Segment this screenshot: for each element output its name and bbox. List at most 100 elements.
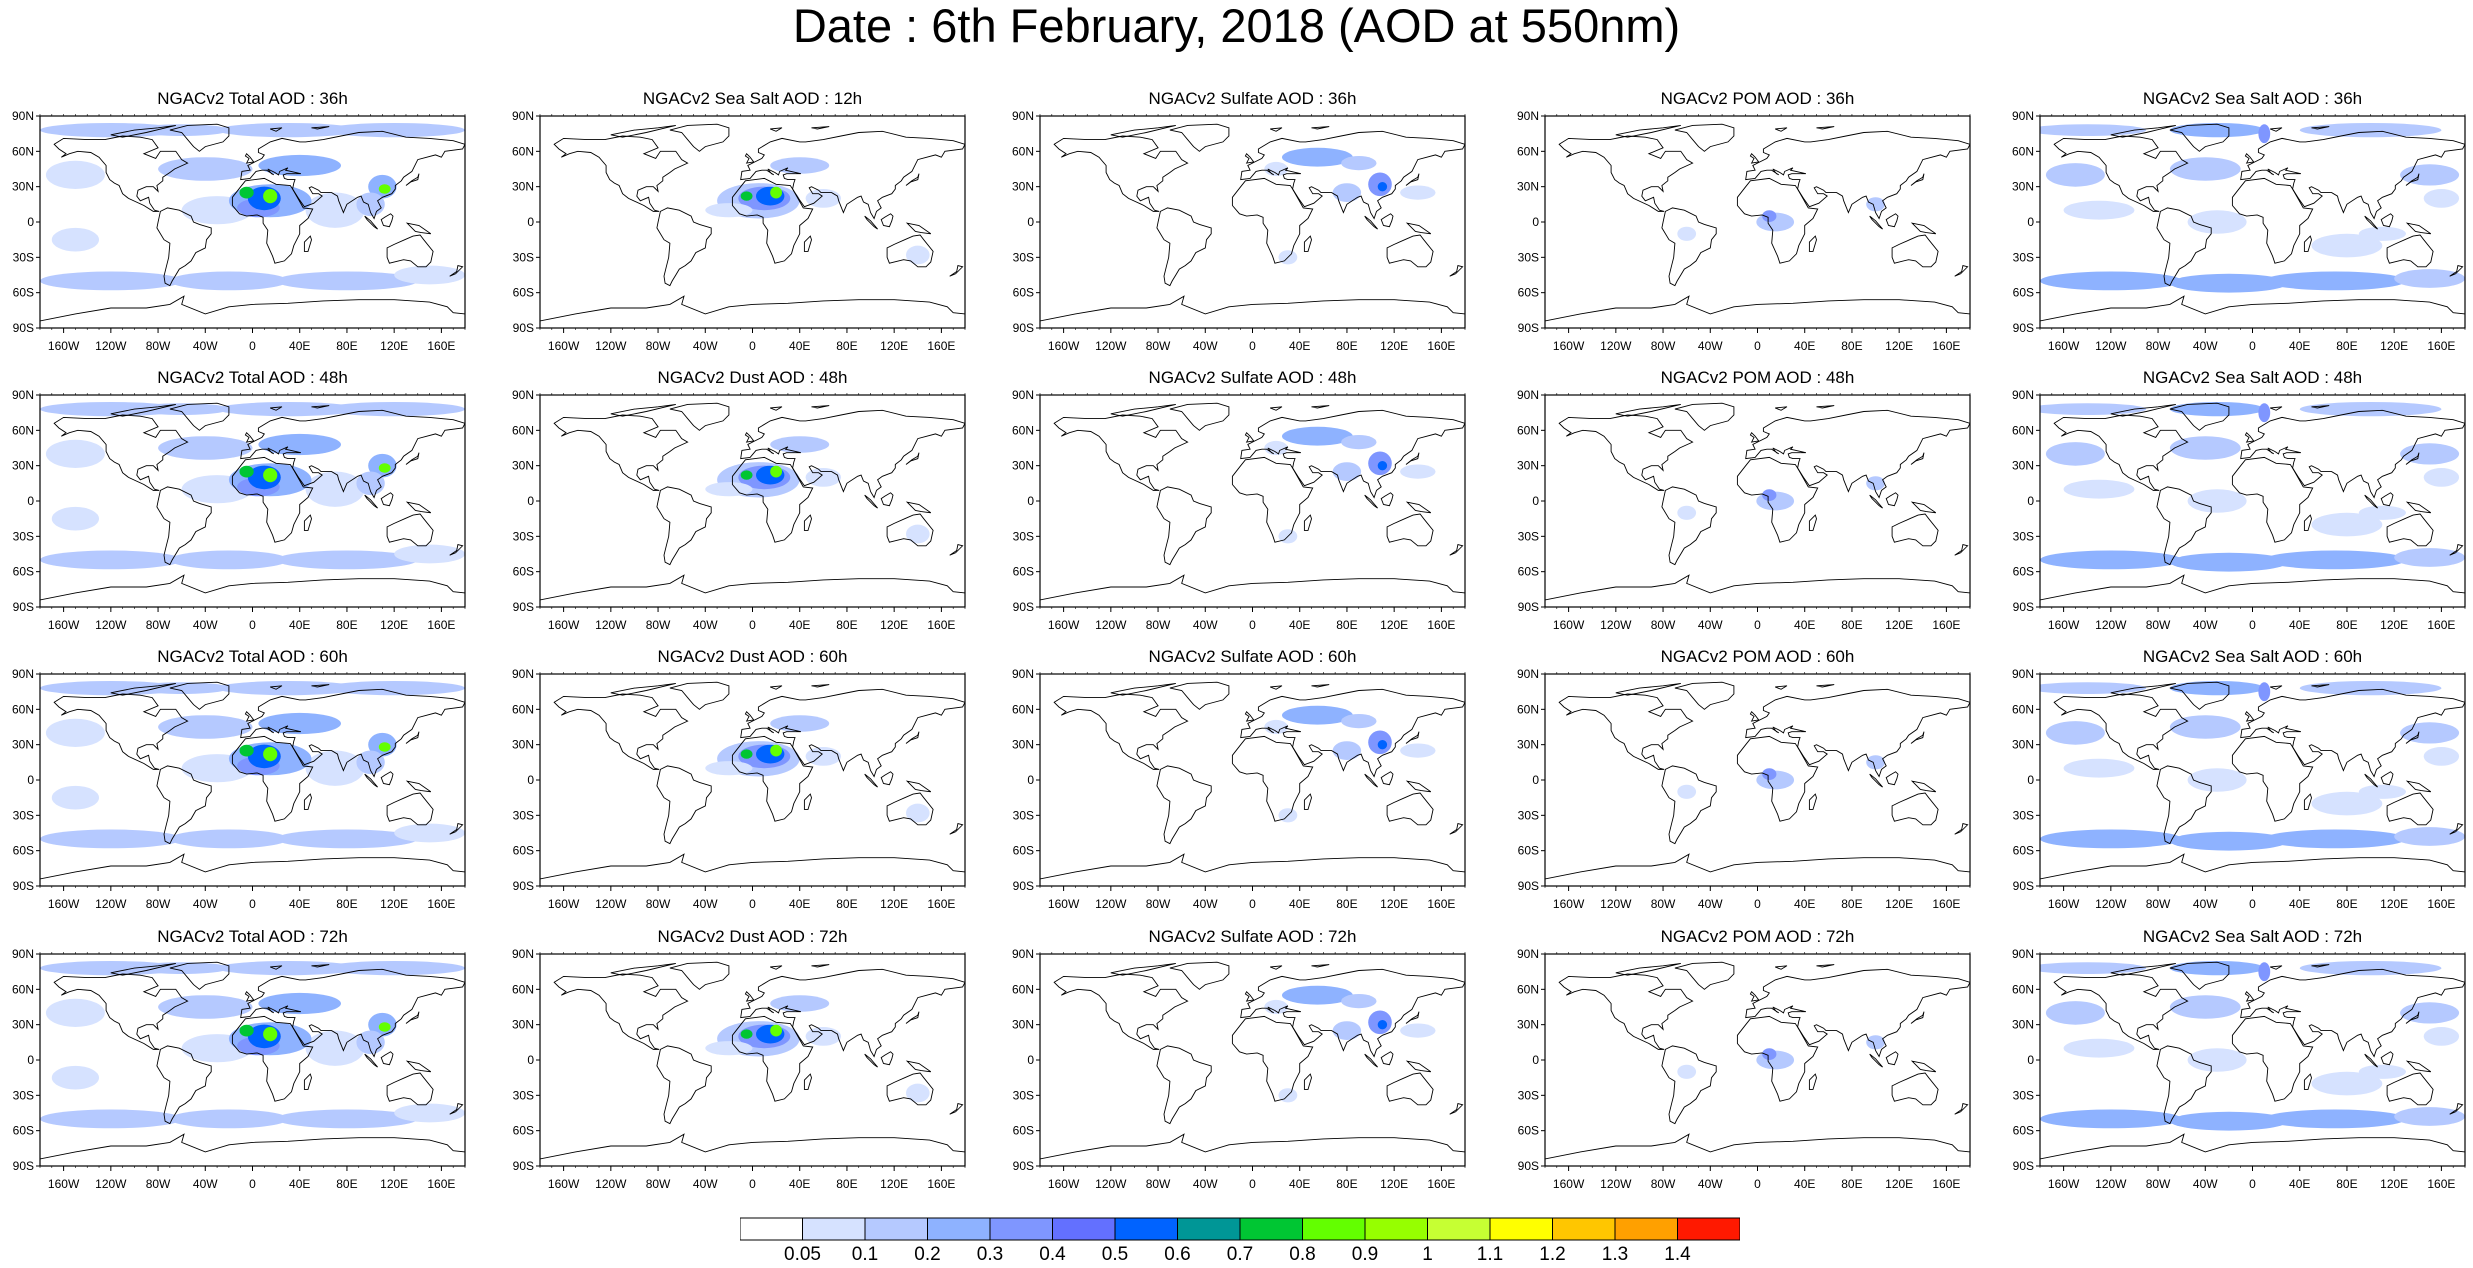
coastline [364, 1053, 378, 1068]
antarctica-coastline [1040, 295, 1465, 322]
aod-plume [378, 742, 391, 752]
coastline [1736, 456, 1819, 543]
coastline [1910, 731, 1925, 744]
lon-tick-label: 80E [1336, 618, 1357, 632]
lon-tick-label: 80W [1651, 897, 1676, 911]
colorbar-swatch [1052, 1217, 1116, 1241]
lon-tick-label: 160E [1427, 897, 1455, 911]
lon-tick-label: 160E [927, 897, 955, 911]
lon-tick-label: 80W [1651, 339, 1676, 353]
coastline [740, 968, 965, 1058]
coastline [1156, 765, 1212, 845]
coastline [2053, 973, 2189, 1050]
coastline [240, 130, 465, 220]
aod-plume [1341, 156, 1377, 171]
lon-tick-label: 40E [1794, 897, 1815, 911]
colorbar-swatch [1677, 1217, 1740, 1241]
coastline [2303, 514, 2312, 531]
aod-plume [169, 1109, 288, 1129]
map-frame [39, 115, 466, 329]
map-panel: NGACv2 Dust AOD : 48h 90N 60N 30N 0 30S 60S 90S… [500, 368, 980, 632]
lat-tick-label: 30S [2013, 529, 2034, 543]
aod-plume [770, 715, 830, 732]
coastline [1231, 735, 1314, 822]
lon-tick-label: 120E [880, 618, 908, 632]
lon-tick-label: 80W [646, 897, 671, 911]
coastline [1244, 152, 1255, 164]
antarctica-coastline [540, 1133, 965, 1160]
lon-tick-label: 160E [2427, 339, 2455, 353]
coastline [1615, 403, 1681, 417]
lon-tick-label: 160E [1932, 339, 1960, 353]
aod-field [1040, 681, 1465, 880]
aod-plume [2063, 200, 2135, 220]
lon-tick-label: 80E [336, 618, 357, 632]
coastline [610, 403, 676, 417]
aod-plume [1282, 147, 1353, 167]
world-map: 90N 60N 30N 0 30S 60S 90S 160W 120W 80W 40W 0 40E 80E… [12, 949, 466, 1191]
panel-title: NGACv2 Sulfate AOD : 72h [1148, 927, 1357, 946]
lon-tick-label: 40E [789, 618, 810, 632]
coastline [2169, 402, 2230, 431]
lon-tick-label: 160E [427, 897, 455, 911]
coastline [303, 514, 312, 531]
aod-plume [263, 189, 278, 204]
coastline [303, 1073, 312, 1090]
coastline [864, 1053, 878, 1068]
coastline [1169, 402, 1230, 431]
world-map: 90N 60N 30N 0 30S 60S 90S 160W 120W 80W 40W 0 40E 80E… [12, 390, 466, 632]
lat-tick-label: 30N [512, 738, 534, 752]
coastline [1240, 688, 1465, 778]
coastline [1244, 990, 1255, 1002]
lon-tick-label: 120E [880, 339, 908, 353]
coastline [1449, 265, 1464, 277]
lat-tick-label: 60N [1517, 982, 1539, 996]
coastline [1661, 486, 1717, 566]
aod-plume [276, 550, 418, 570]
aod-plume [323, 681, 465, 696]
aod-plume [1332, 462, 1362, 481]
aod-plume [2311, 791, 2383, 816]
lon-tick-label: 0 [249, 618, 256, 632]
lat-tick-label: 60S [1013, 565, 1034, 579]
lon-tick-label: 160E [2427, 618, 2455, 632]
aod-plume [2264, 829, 2406, 849]
lat-tick-label: 90N [1012, 111, 1034, 123]
aod-plume [2063, 479, 2135, 499]
coastline [740, 688, 965, 778]
lat-tick-label: 30N [1517, 180, 1539, 194]
lon-tick-label: 80W [146, 1177, 171, 1191]
colorbar-label: 1 [1422, 1244, 1433, 1265]
aod-plume [1762, 489, 1777, 501]
coastline [1674, 961, 1735, 990]
colorbar-swatch [1364, 1217, 1428, 1241]
lon-tick-label: 160W [48, 618, 80, 632]
antarctica-coastline [2040, 574, 2465, 601]
coastline [886, 513, 934, 547]
lon-tick-label: 160E [1932, 897, 1960, 911]
coastline [311, 684, 330, 688]
lon-tick-label: 80W [146, 618, 171, 632]
coastline [270, 406, 283, 411]
aod-plume [705, 1041, 753, 1056]
coastline [1110, 962, 1176, 976]
aod-plume [239, 465, 254, 478]
lon-tick-label: 0 [1249, 1177, 1256, 1191]
world-map: 90N 60N 30N 0 30S 60S 90S 160W 120W 80W 40W 0 40E 80E… [1517, 390, 1971, 632]
coastline [811, 964, 830, 968]
aod-plume [2400, 1002, 2460, 1024]
coastline [1745, 968, 1970, 1058]
lat-tick-label: 0 [1027, 1053, 1034, 1067]
coastline [1270, 685, 1283, 690]
aod-plume [1332, 741, 1362, 760]
aod-field [2040, 402, 2465, 601]
aod-plume [40, 1109, 182, 1129]
lon-tick-label: 40W [1698, 339, 1723, 353]
lat-tick-label: 90S [13, 1159, 34, 1173]
colorbar-label: 0.6 [1164, 1244, 1191, 1265]
lat-tick-label: 30S [1518, 529, 1539, 543]
lon-tick-label: 40W [2193, 1177, 2218, 1191]
coastline [1270, 127, 1283, 132]
coastline [1816, 126, 1835, 130]
coastline [1240, 968, 1465, 1058]
